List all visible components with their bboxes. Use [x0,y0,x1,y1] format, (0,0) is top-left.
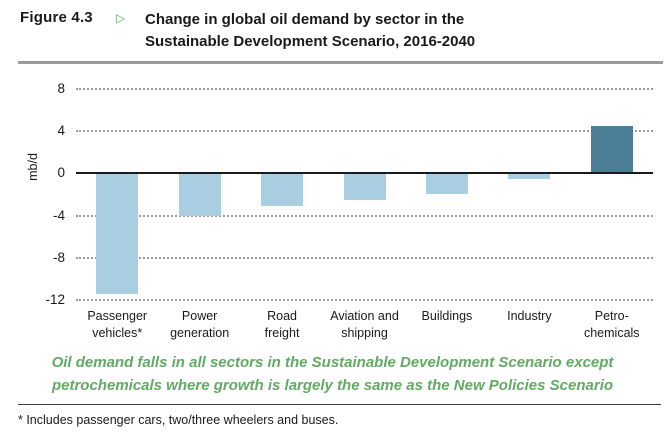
bar-petro-chemicals [590,125,633,174]
category-label: Road freight [264,309,300,340]
bar-road-freight [261,173,304,207]
annotation-line1: Oil demand falls in all sectors in the S… [51,354,614,371]
bar-passenger-vehicles [96,173,139,294]
figure-title-line1: Change in global oil demand by sector in… [145,11,465,28]
zero-axis-line [76,172,653,175]
footnote-divider [18,404,661,405]
category-label: Passenger vehicles* [87,309,148,340]
figure-number-label: Figure 4.3 [20,9,93,26]
bar-buildings [425,173,468,195]
category-label: Petro-chemicals [583,309,640,340]
y-tick-label: -8 [52,249,65,265]
figure-title: Change in global oil demand by sector in… [145,9,475,53]
bar-aviation-and-shipping [343,173,386,200]
gridline [76,88,653,90]
footnote-text: * Includes passenger cars, two/three whe… [18,413,339,427]
gridline [76,214,653,217]
category-label: Aviation and shipping [330,309,399,340]
annotation-line2: petrochemicals where growth is largely t… [51,377,614,394]
plot-area: mb/d 8 4 0 -4 -8 -12 Passenger vehicles* Power ge… [0,70,665,370]
category-label: Buildings [421,309,473,323]
bar-power-generation [178,173,221,216]
gridline [76,130,653,133]
y-tick-label: 4 [57,123,65,139]
y-tick-label: 8 [57,81,65,96]
category-label: Industry [507,309,552,323]
category-label: Power generation [170,309,230,340]
chart-annotation: Oil demand falls in all sectors in the S… [0,351,665,397]
gridline [76,256,653,259]
y-tick-label: 0 [57,165,65,181]
y-tick-label: -4 [52,207,65,223]
figure-arrow-icon: ▷ [116,11,126,25]
figure-title-line2: Sustainable Development Scenario, 2016-2… [145,33,476,50]
bar-industry [508,173,551,179]
gridline [76,299,653,301]
y-tick-label: -12 [45,292,65,307]
header-divider [18,61,663,64]
